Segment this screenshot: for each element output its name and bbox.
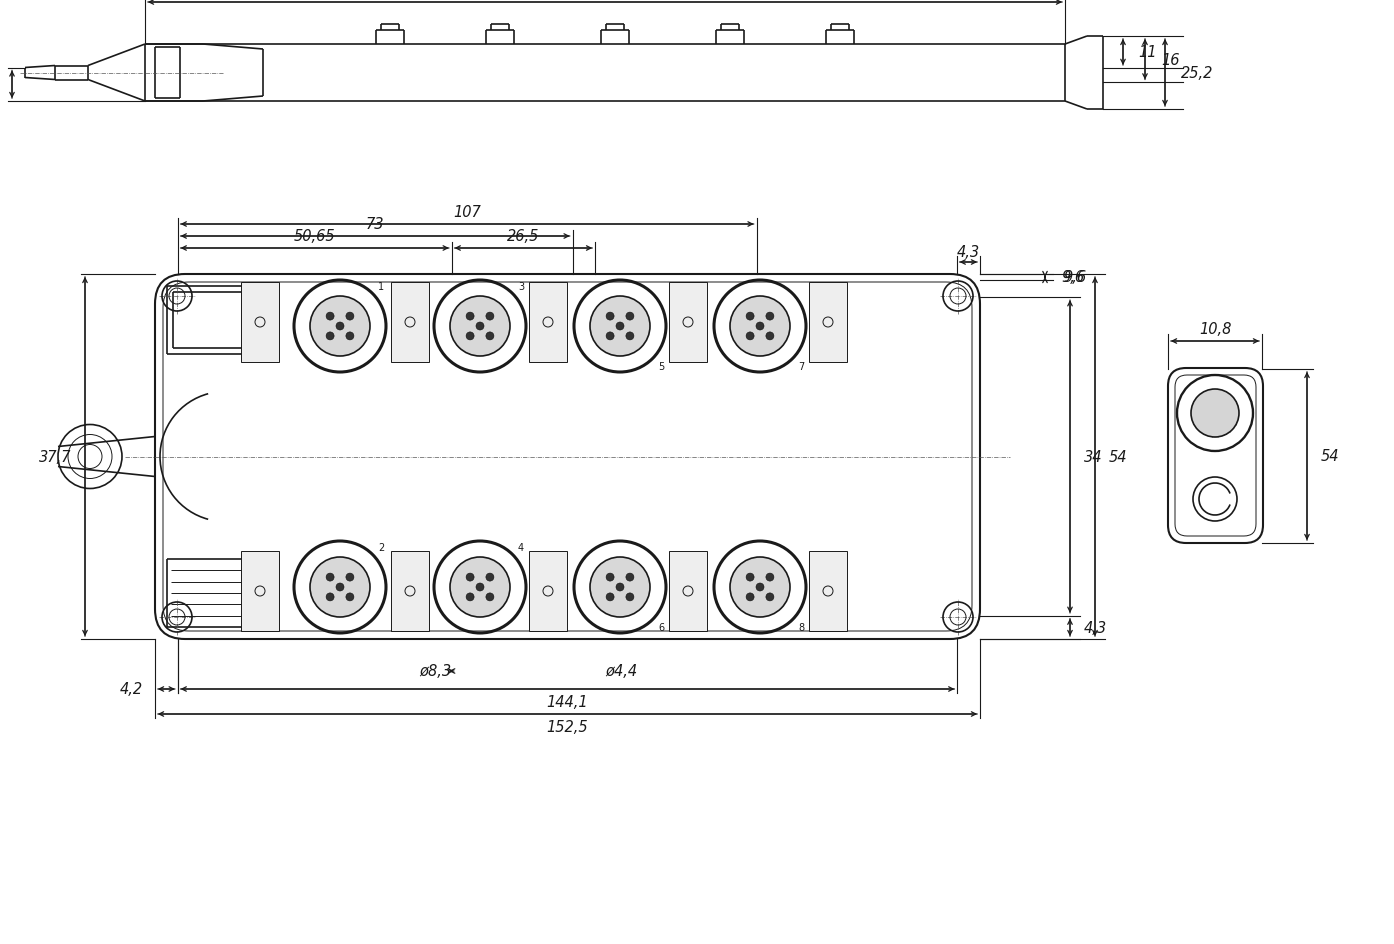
Circle shape [450, 296, 510, 357]
Text: 26,5: 26,5 [507, 229, 539, 244]
Circle shape [336, 583, 344, 591]
Text: ø8,3: ø8,3 [420, 664, 452, 679]
Text: 8: 8 [797, 622, 804, 632]
Text: 16: 16 [1161, 53, 1179, 68]
Text: 9,6: 9,6 [1061, 270, 1085, 285]
Bar [809, 282, 848, 362]
Circle shape [309, 557, 369, 617]
Circle shape [346, 332, 354, 341]
Circle shape [475, 583, 484, 591]
Circle shape [616, 323, 625, 330]
Text: 34: 34 [1085, 449, 1103, 464]
Circle shape [326, 332, 335, 341]
Text: 7: 7 [797, 362, 804, 372]
Circle shape [606, 593, 615, 601]
Circle shape [765, 593, 774, 601]
Text: 144,1: 144,1 [546, 695, 588, 710]
Circle shape [590, 557, 650, 617]
Circle shape [590, 296, 650, 357]
Text: 6: 6 [658, 622, 664, 632]
Circle shape [1190, 390, 1239, 437]
Circle shape [746, 574, 754, 582]
Text: 2: 2 [378, 543, 385, 552]
Circle shape [730, 557, 790, 617]
Bar [390, 282, 429, 362]
Circle shape [466, 593, 474, 601]
Text: 4,2: 4,2 [120, 682, 144, 697]
Text: 37,7: 37,7 [39, 449, 71, 464]
Circle shape [616, 583, 625, 591]
Circle shape [765, 312, 774, 321]
Text: ø4,4: ø4,4 [605, 664, 637, 679]
Circle shape [730, 296, 790, 357]
Text: 54: 54 [1110, 449, 1128, 464]
Bar [528, 282, 567, 362]
Circle shape [487, 593, 493, 601]
Circle shape [606, 574, 615, 582]
Circle shape [336, 323, 344, 330]
Circle shape [309, 296, 369, 357]
Circle shape [765, 332, 774, 341]
Text: 73: 73 [367, 217, 385, 232]
Circle shape [606, 312, 615, 321]
Bar [669, 282, 707, 362]
Text: 5: 5 [658, 362, 664, 372]
Text: 9,6: 9,6 [1064, 270, 1086, 285]
Circle shape [466, 312, 474, 321]
Text: 4: 4 [519, 543, 524, 552]
Text: 25,2: 25,2 [1181, 66, 1213, 81]
Circle shape [326, 593, 335, 601]
Circle shape [475, 323, 484, 330]
Text: 11: 11 [1138, 45, 1157, 60]
Circle shape [626, 332, 634, 341]
Text: 50,65: 50,65 [294, 229, 336, 244]
Circle shape [326, 574, 335, 582]
Text: 54: 54 [1322, 449, 1340, 464]
Circle shape [746, 593, 754, 601]
Bar [241, 551, 279, 632]
Text: 1: 1 [378, 281, 385, 292]
Bar [241, 282, 279, 362]
Circle shape [466, 332, 474, 341]
Circle shape [346, 574, 354, 582]
Circle shape [466, 574, 474, 582]
Bar [390, 551, 429, 632]
Text: 10,8: 10,8 [1199, 322, 1231, 337]
Circle shape [746, 312, 754, 321]
Circle shape [326, 312, 335, 321]
Circle shape [626, 593, 634, 601]
Bar [809, 551, 848, 632]
Circle shape [450, 557, 510, 617]
Circle shape [346, 312, 354, 321]
Circle shape [756, 583, 764, 591]
Circle shape [626, 574, 634, 582]
Circle shape [756, 323, 764, 330]
Text: 3: 3 [519, 281, 524, 292]
Text: 107: 107 [453, 205, 481, 220]
Circle shape [746, 332, 754, 341]
Text: 4,3: 4,3 [956, 245, 980, 261]
Circle shape [487, 574, 493, 582]
Circle shape [626, 312, 634, 321]
Bar [669, 551, 707, 632]
Bar [528, 551, 567, 632]
Circle shape [487, 312, 493, 321]
Circle shape [765, 574, 774, 582]
Circle shape [606, 332, 615, 341]
Circle shape [346, 593, 354, 601]
Circle shape [487, 332, 493, 341]
Text: 152,5: 152,5 [546, 719, 588, 734]
Text: 4,3: 4,3 [1085, 620, 1107, 635]
